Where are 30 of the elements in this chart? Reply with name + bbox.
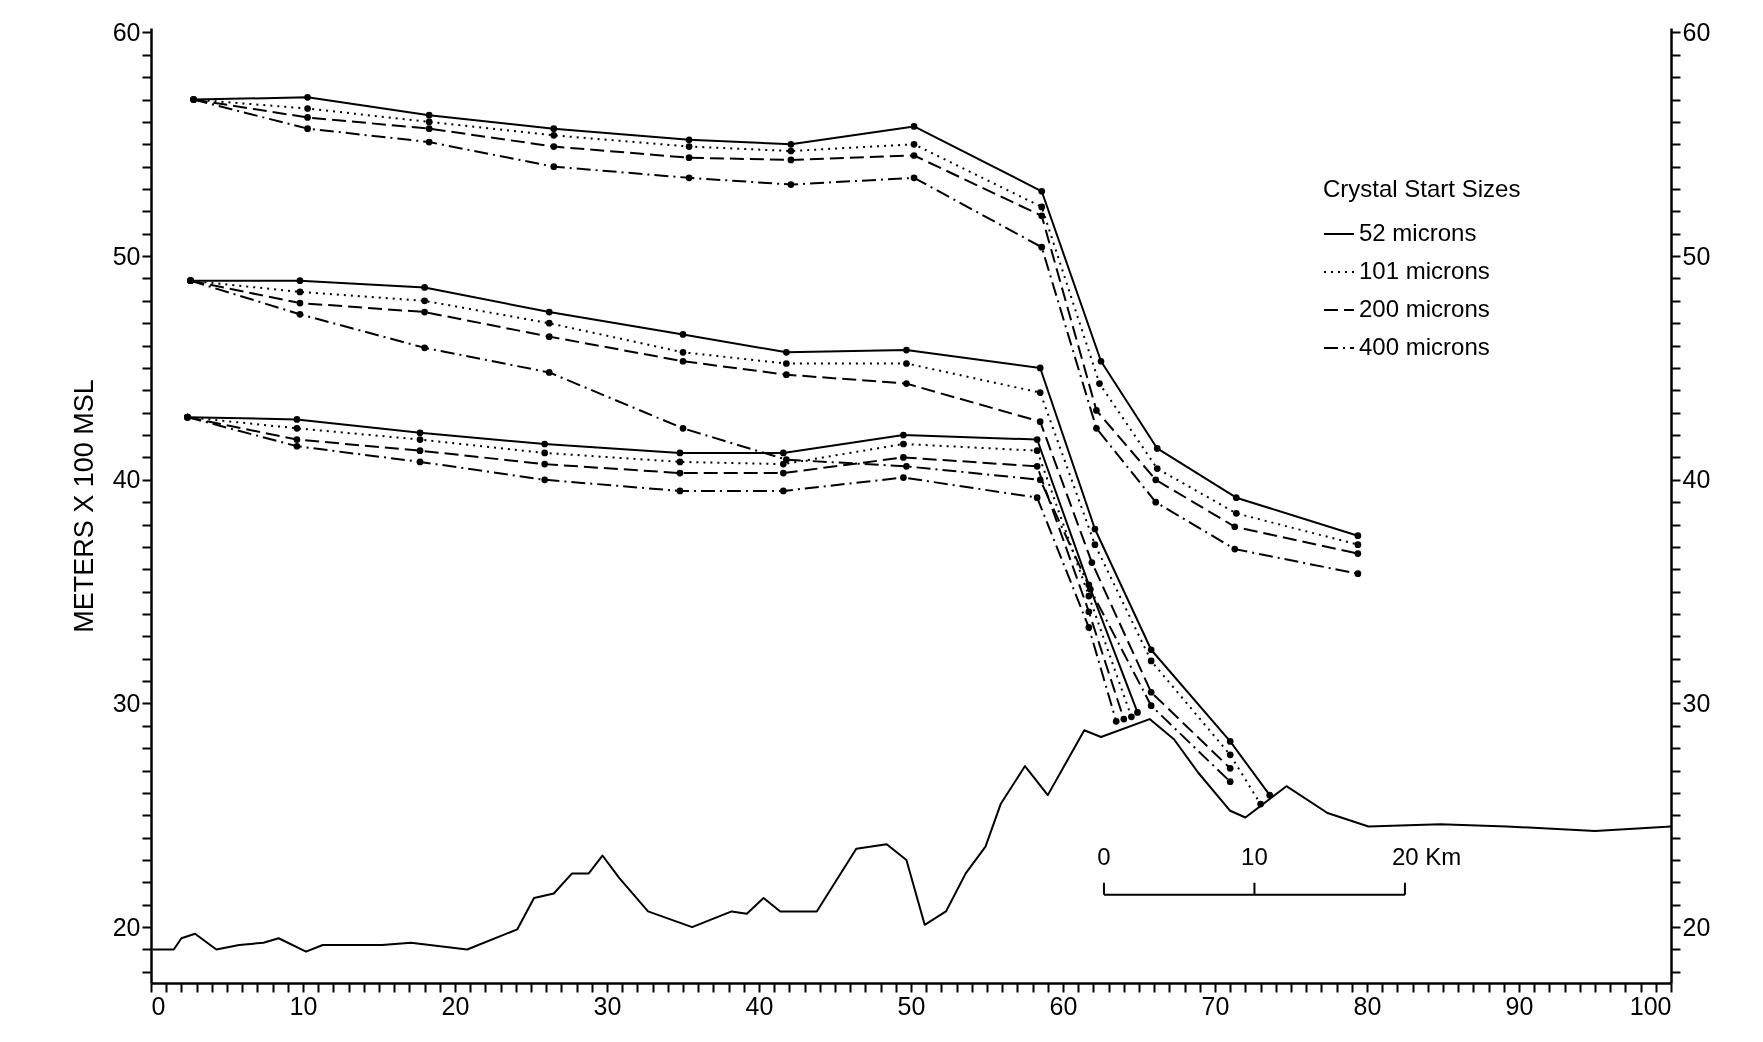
y2-tick-label: 40 <box>1682 465 1711 494</box>
y2-tick-label: 30 <box>1682 688 1711 717</box>
x-tick-label: 90 <box>1505 991 1534 1020</box>
x-tick-label: 50 <box>897 991 926 1020</box>
x-tick-label: 100 <box>1629 991 1672 1020</box>
annotation: 20 Km <box>1391 842 1462 870</box>
legend-label: 400 microns <box>1359 333 1490 360</box>
legend-title: Crystal Start Sizes <box>1323 175 1521 202</box>
x-tick-label: 30 <box>593 991 622 1020</box>
legend-label: 101 microns <box>1359 257 1490 284</box>
y-tick-label: 20 <box>112 912 141 941</box>
legend-label: 200 microns <box>1359 295 1490 322</box>
y-tick-label: 30 <box>112 688 141 717</box>
x-tick-label: 0 <box>151 991 166 1020</box>
annotation: 0 <box>1097 842 1111 870</box>
y2-tick-label: 60 <box>1682 17 1711 46</box>
x-tick-label: 40 <box>745 991 774 1020</box>
y-axis-title: METERS X 100 MSL <box>68 379 99 633</box>
y-tick-label: 60 <box>112 17 141 46</box>
x-tick-label: 10 <box>289 991 318 1020</box>
x-tick-label: 80 <box>1353 991 1382 1020</box>
annotation: 10 <box>1241 842 1268 870</box>
y-tick-label: 40 <box>112 465 141 494</box>
y2-tick-label: 20 <box>1682 912 1711 941</box>
y2-tick-label: 50 <box>1682 241 1711 270</box>
y-tick-label: 50 <box>112 241 141 270</box>
legend-label: 52 microns <box>1359 219 1477 246</box>
x-tick-label: 20 <box>441 991 470 1020</box>
x-tick-label: 70 <box>1201 991 1230 1020</box>
x-tick-label: 60 <box>1049 991 1078 1020</box>
